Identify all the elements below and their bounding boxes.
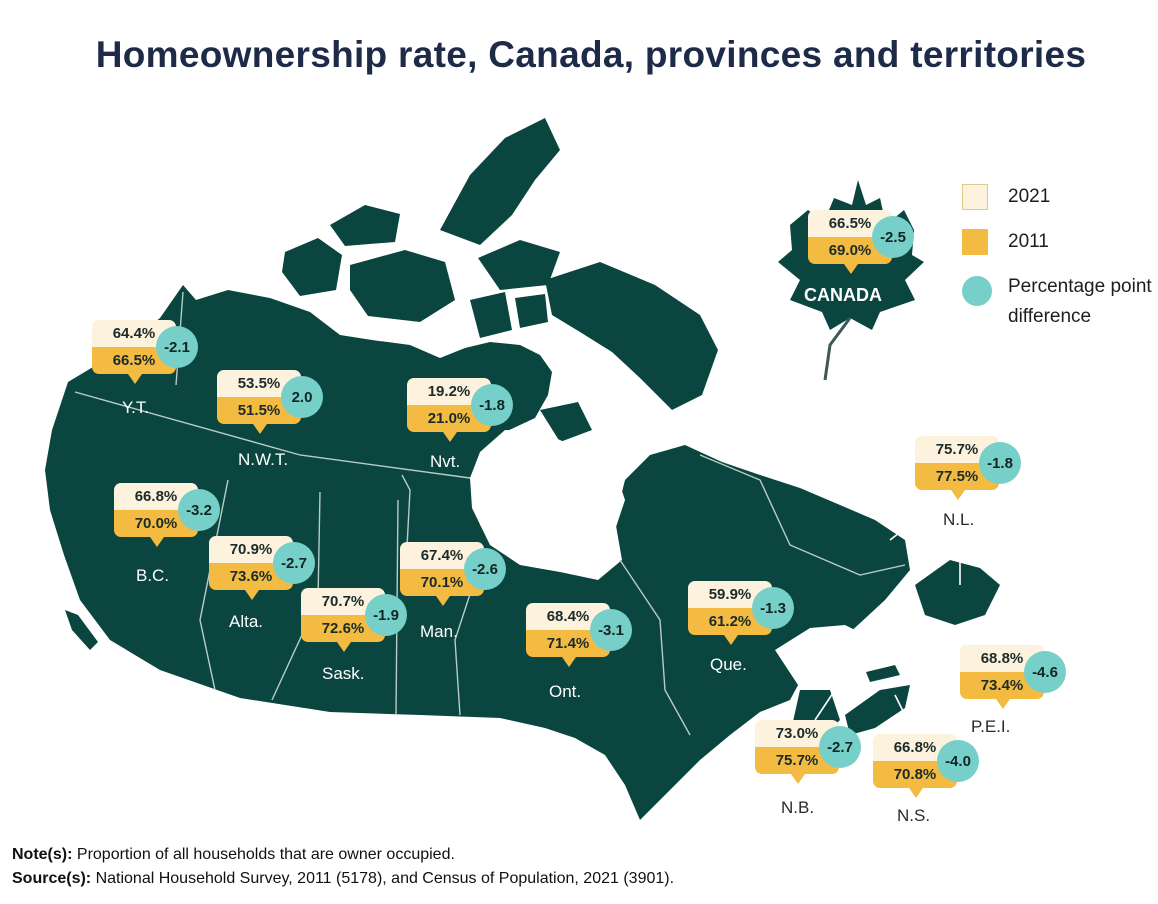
callout-nwt: 53.5% 51.5% 2.0 bbox=[217, 370, 327, 450]
difference-badge: -2.1 bbox=[156, 326, 198, 368]
island-victoria bbox=[350, 250, 455, 322]
difference-badge: -4.6 bbox=[1024, 651, 1066, 693]
callout-nb: 73.0% 75.7% -2.7 bbox=[755, 720, 865, 800]
nova-scotia bbox=[845, 685, 910, 735]
callout-yt: 64.4% 66.5% -2.1 bbox=[92, 320, 202, 400]
difference-badge: -4.0 bbox=[937, 740, 979, 782]
gulf-st-lawrence bbox=[775, 625, 882, 690]
source-text: National Household Survey, 2011 (5178), … bbox=[95, 870, 675, 887]
note-text: Proportion of all households that are ow… bbox=[76, 846, 455, 863]
callout-ab: 70.9% 73.6% -2.7 bbox=[209, 536, 319, 616]
difference-badge: -1.8 bbox=[471, 384, 513, 426]
difference-badge: -2.7 bbox=[273, 542, 315, 584]
hudson-bay bbox=[470, 430, 625, 572]
callout-bc: 66.8% 70.0% -3.2 bbox=[114, 483, 224, 563]
legend-2011-label: 2011 bbox=[1008, 231, 1049, 252]
source-label: Source(s): bbox=[12, 870, 92, 887]
note-label: Note(s): bbox=[12, 846, 73, 863]
swatch-difference bbox=[962, 276, 992, 306]
difference-badge: -1.9 bbox=[365, 594, 407, 636]
difference-badge: -3.1 bbox=[590, 609, 632, 651]
island-somerset bbox=[515, 294, 548, 328]
island-ellef bbox=[330, 205, 400, 246]
callout-mb: 67.4% 70.1% -2.6 bbox=[400, 542, 510, 622]
value-2011: 61.2% bbox=[688, 608, 772, 635]
label-ns: N.S. bbox=[897, 806, 931, 825]
difference-badge: -3.2 bbox=[178, 489, 220, 531]
legend-2011: 2011 bbox=[962, 227, 1049, 257]
callout-qc: 59.9% 61.2% -1.3 bbox=[688, 581, 798, 661]
label-bc: B.C. bbox=[136, 566, 170, 585]
island-banks bbox=[282, 238, 342, 296]
island-ellesmere bbox=[440, 118, 560, 245]
swatch-2021 bbox=[962, 184, 988, 210]
label-sk: Sask. bbox=[322, 664, 365, 683]
difference-badge: -2.6 bbox=[464, 548, 506, 590]
label-ab: Alta. bbox=[229, 612, 264, 631]
island-southampton bbox=[540, 402, 592, 442]
difference-badge: 2.0 bbox=[281, 376, 323, 418]
vancouver-island bbox=[65, 610, 98, 650]
difference-badge: -2.7 bbox=[819, 726, 861, 768]
label-nb: N.B. bbox=[781, 798, 815, 817]
label-nvt: Nvt. bbox=[430, 452, 461, 471]
legend-2021: 2021 bbox=[962, 182, 1050, 212]
callout-nl: 75.7% 77.5% -1.8 bbox=[915, 436, 1025, 516]
legend-2021-label: 2021 bbox=[1008, 186, 1051, 207]
swatch-2011 bbox=[962, 229, 988, 255]
island-devon bbox=[478, 240, 560, 290]
label-qc: Que. bbox=[710, 655, 747, 674]
source: Source(s): National Household Survey, 20… bbox=[12, 870, 674, 888]
difference-badge: -1.8 bbox=[979, 442, 1021, 484]
label-nl: N.L. bbox=[943, 510, 975, 529]
callout-nvt: 19.2% 21.0% -1.8 bbox=[407, 378, 517, 458]
page-title: Homeownership rate, Canada, provinces an… bbox=[95, 34, 1087, 75]
island-baffin bbox=[545, 262, 718, 410]
label-pei: P.E.I. bbox=[971, 717, 1011, 736]
difference-badge: -1.3 bbox=[752, 587, 794, 629]
label-yt: Y.T. bbox=[122, 398, 150, 417]
note: Note(s): Proportion of all households th… bbox=[12, 846, 455, 864]
callout-pei: 68.8% 73.4% -4.6 bbox=[960, 645, 1070, 725]
legend-difference: Percentage point difference bbox=[962, 272, 1158, 332]
callout-ns: 66.8% 70.8% -4.0 bbox=[873, 734, 983, 814]
label-on: Ont. bbox=[549, 682, 582, 701]
callout-sk: 70.7% 72.6% -1.9 bbox=[301, 588, 411, 668]
island-prince-of-wales bbox=[470, 292, 512, 338]
newfoundland-island bbox=[915, 560, 1000, 625]
label-canada: CANADA bbox=[804, 285, 882, 305]
callout-on: 68.4% 71.4% -3.1 bbox=[526, 603, 636, 683]
label-mb: Man. bbox=[420, 622, 458, 641]
label-nwt: N.W.T. bbox=[238, 450, 289, 469]
callout-canada: 66.5% 69.0% -2.5 bbox=[808, 210, 918, 290]
pei-island bbox=[866, 665, 900, 682]
difference-badge: -2.5 bbox=[872, 216, 914, 258]
legend-difference-label: Percentage point difference bbox=[1008, 276, 1152, 327]
